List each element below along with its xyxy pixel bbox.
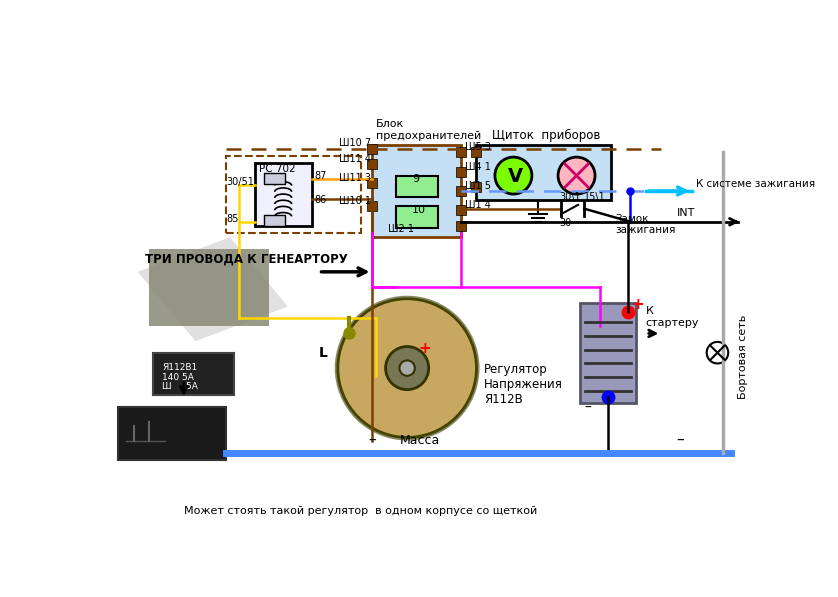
Text: 30\1: 30\1 <box>559 192 581 202</box>
Text: Ш11 4: Ш11 4 <box>339 155 371 165</box>
Circle shape <box>338 298 477 438</box>
Text: 15\1: 15\1 <box>584 192 606 202</box>
Text: Ш11 3: Ш11 3 <box>339 173 371 183</box>
Text: Ш4 1: Ш4 1 <box>465 162 491 172</box>
Text: 140 5А: 140 5А <box>163 373 194 381</box>
Text: Блок
предохранителей: Блок предохранителей <box>376 119 482 141</box>
Text: 87: 87 <box>315 171 327 181</box>
FancyBboxPatch shape <box>118 407 226 460</box>
Text: Регулятор
Напряжения
Я112В: Регулятор Напряжения Я112В <box>484 363 563 406</box>
Text: +: + <box>631 297 644 312</box>
FancyBboxPatch shape <box>264 173 286 184</box>
Text: 9: 9 <box>411 174 419 184</box>
Text: V: V <box>508 167 523 186</box>
Polygon shape <box>137 237 287 341</box>
FancyBboxPatch shape <box>264 215 286 226</box>
Text: Ш10 1: Ш10 1 <box>339 196 371 206</box>
FancyBboxPatch shape <box>396 176 438 197</box>
FancyBboxPatch shape <box>255 162 313 226</box>
Text: 10: 10 <box>411 205 426 214</box>
FancyBboxPatch shape <box>396 207 438 228</box>
Text: К
стартеру: К стартеру <box>646 306 700 328</box>
Text: +: + <box>419 341 432 356</box>
Circle shape <box>558 157 595 194</box>
Text: 85: 85 <box>226 214 239 224</box>
Text: –: – <box>369 432 376 447</box>
Text: ТРИ ПРОВОДА К ГЕНЕАРТОРУ: ТРИ ПРОВОДА К ГЕНЕАРТОРУ <box>145 253 348 266</box>
Circle shape <box>385 346 429 390</box>
Text: Замок
зажигания: Замок зажигания <box>615 214 675 235</box>
Text: Ш2 1: Ш2 1 <box>388 224 414 234</box>
Text: Ш1 4: Ш1 4 <box>465 200 491 210</box>
Text: –: – <box>676 432 685 447</box>
Text: Ш10 7: Ш10 7 <box>339 139 371 148</box>
FancyBboxPatch shape <box>477 145 611 200</box>
Text: Щиток  приборов: Щиток приборов <box>492 128 600 141</box>
Text: 30: 30 <box>559 218 571 227</box>
Text: Может стоять такой регулятор  в одном корпусе со щеткой: Может стоять такой регулятор в одном кор… <box>184 506 537 516</box>
Text: Ш5 3: Ш5 3 <box>465 142 491 152</box>
Text: Ш     5А: Ш 5А <box>163 382 198 391</box>
Text: 30/51: 30/51 <box>226 177 254 187</box>
Text: К системе зажигания: К системе зажигания <box>696 179 815 189</box>
FancyBboxPatch shape <box>149 249 268 326</box>
Text: Ш1 5: Ш1 5 <box>465 181 491 190</box>
Circle shape <box>334 296 479 441</box>
Circle shape <box>706 342 728 364</box>
FancyBboxPatch shape <box>373 145 461 237</box>
Text: РС 702: РС 702 <box>259 164 295 174</box>
FancyBboxPatch shape <box>153 353 234 395</box>
Text: Масса: Масса <box>400 433 440 447</box>
Circle shape <box>400 361 415 376</box>
Text: INT: INT <box>676 208 695 219</box>
Text: Я112В1: Я112В1 <box>163 364 198 373</box>
FancyBboxPatch shape <box>581 303 636 403</box>
Circle shape <box>495 157 532 194</box>
Text: Бортовая сеть: Бортовая сеть <box>738 315 748 399</box>
Text: –: – <box>584 401 591 415</box>
Text: L: L <box>318 346 328 359</box>
Text: 86: 86 <box>315 195 327 205</box>
